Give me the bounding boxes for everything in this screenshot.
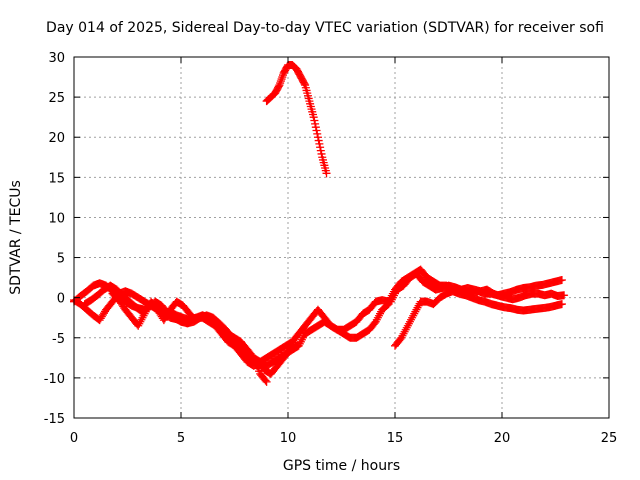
data-point <box>137 315 146 324</box>
data-point <box>409 311 418 320</box>
data-point <box>410 309 419 318</box>
series-track-6 <box>391 287 566 350</box>
x-tick-label: 20 <box>494 431 511 446</box>
data-point <box>292 341 301 350</box>
data-point <box>313 133 322 142</box>
data-point <box>376 309 385 318</box>
data-point <box>400 327 409 336</box>
data-point <box>277 75 286 84</box>
data-point <box>309 113 318 122</box>
x-tick-label: 10 <box>280 431 297 446</box>
y-tick-label: -5 <box>52 332 65 347</box>
data-point <box>407 315 416 324</box>
data-point <box>391 289 399 298</box>
data-point <box>300 79 309 88</box>
data-point <box>139 311 148 320</box>
data-point <box>408 313 417 322</box>
data-point <box>557 300 566 309</box>
x-tick-label: 15 <box>387 431 404 446</box>
data-point <box>261 376 270 385</box>
data-point <box>317 149 326 158</box>
data-point <box>316 146 325 155</box>
data-point <box>312 126 321 135</box>
data-point <box>297 335 306 344</box>
x-axis-label: GPS time / hours <box>283 458 400 474</box>
data-point <box>398 331 407 340</box>
x-axis-ticks: 0 5 10 15 20 25 <box>70 57 617 446</box>
data-point <box>136 317 145 326</box>
data-point <box>402 323 411 332</box>
data-point <box>274 82 283 91</box>
data-point <box>276 79 285 88</box>
data-point <box>557 276 566 285</box>
data-point <box>405 317 414 326</box>
series-layer <box>70 61 569 386</box>
data-point <box>143 303 152 312</box>
data-point <box>276 77 285 86</box>
series-track-5 <box>262 61 331 178</box>
y-tick-label: 20 <box>48 131 65 146</box>
x-tick-label: 25 <box>601 431 618 446</box>
y-tick-label: 30 <box>48 51 65 66</box>
series-track-4 <box>108 289 271 386</box>
data-point <box>413 303 422 312</box>
data-point <box>371 317 380 326</box>
series-track-7 <box>386 269 569 306</box>
data-point <box>403 321 412 330</box>
data-point <box>411 307 420 316</box>
data-point <box>401 325 410 334</box>
y-tick-label: 0 <box>57 292 65 307</box>
data-point <box>279 71 288 80</box>
data-point <box>313 129 322 138</box>
data-point <box>316 143 325 152</box>
data-point <box>142 305 151 314</box>
data-point <box>372 315 381 324</box>
data-point <box>138 313 147 322</box>
data-point <box>278 73 287 82</box>
data-point <box>404 319 413 328</box>
data-point <box>248 352 257 361</box>
data-point <box>322 169 331 178</box>
data-point <box>314 136 323 145</box>
data-point <box>275 81 284 90</box>
y-tick-label: -15 <box>44 412 65 427</box>
data-point <box>399 329 408 338</box>
data-point <box>397 333 406 342</box>
data-point <box>134 321 143 330</box>
data-point <box>389 291 398 300</box>
x-tick-label: 5 <box>177 431 185 446</box>
data-point <box>388 293 397 302</box>
data-point <box>414 301 423 310</box>
y-tick-label: -10 <box>44 372 65 387</box>
y-axis-label: SDTVAR / TECUs <box>8 180 24 295</box>
chart-title: Day 014 of 2025, Sidereal Day-to-day VTE… <box>46 20 604 36</box>
data-point <box>387 295 396 304</box>
data-point <box>291 342 300 351</box>
y-tick-label: 5 <box>57 252 65 267</box>
y-tick-label: 15 <box>48 171 65 186</box>
x-tick-label: 0 <box>70 431 78 446</box>
y-tick-label: 25 <box>48 91 65 106</box>
data-point <box>310 116 319 125</box>
y-tick-label: 10 <box>48 211 65 226</box>
data-point <box>560 291 569 300</box>
data-point <box>374 311 383 320</box>
y-axis-ticks: -15 -10 -5 0 5 10 15 20 25 30 <box>44 51 609 427</box>
plot-frame <box>73 56 610 419</box>
data-point <box>315 139 324 148</box>
data-point <box>311 123 320 132</box>
data-point <box>412 305 421 314</box>
data-point <box>298 333 307 342</box>
data-point <box>135 319 144 328</box>
data-point <box>140 309 149 318</box>
grid <box>74 57 609 418</box>
data-point <box>141 307 150 316</box>
data-point <box>296 337 305 346</box>
data-point <box>386 297 395 306</box>
data-point <box>262 377 271 386</box>
data-point <box>373 313 382 322</box>
data-point <box>311 119 320 128</box>
